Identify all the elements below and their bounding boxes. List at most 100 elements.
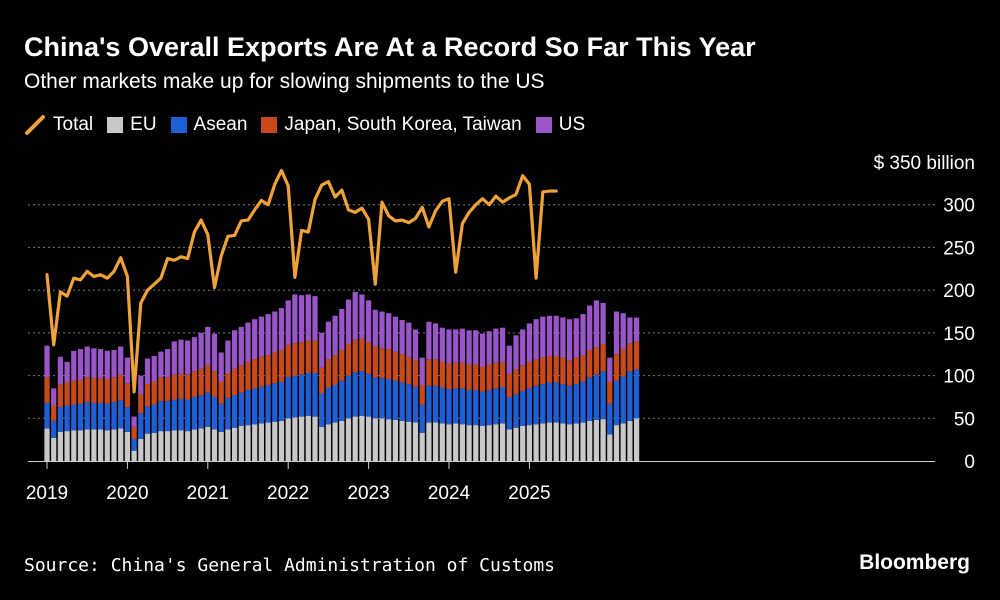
- bar-eu: [138, 438, 144, 461]
- bar-eu: [546, 422, 553, 461]
- bar-eu: [64, 431, 70, 461]
- bar-japan-south-korea-taiwan: [506, 373, 512, 397]
- bar-asean: [272, 383, 278, 422]
- legend-swatch-eu: [107, 117, 124, 133]
- y-tick-label: 300: [943, 196, 975, 217]
- bar-eu: [620, 423, 626, 461]
- bar-asean: [171, 399, 177, 431]
- bar-eu: [151, 432, 157, 461]
- bar-asean: [198, 395, 204, 429]
- bar-eu: [252, 424, 258, 461]
- bar-asean: [64, 405, 70, 432]
- bar-japan-south-korea-taiwan: [231, 368, 238, 396]
- bar-eu: [446, 424, 452, 461]
- bar-us: [97, 349, 104, 379]
- bar-japan-south-korea-taiwan: [399, 354, 405, 383]
- bar-asean: [218, 403, 224, 432]
- bar-japan-south-korea-taiwan: [144, 384, 151, 407]
- bar-japan-south-korea-taiwan: [466, 364, 472, 391]
- bar-japan-south-korea-taiwan: [138, 394, 144, 414]
- bar-japan-south-korea-taiwan: [218, 381, 224, 404]
- y-tick-label: 200: [943, 281, 975, 302]
- bar-eu: [218, 431, 224, 461]
- bar-japan-south-korea-taiwan: [459, 362, 466, 389]
- bar-eu: [44, 428, 50, 461]
- bar-japan-south-korea-taiwan: [305, 340, 311, 374]
- bar-eu: [432, 422, 439, 461]
- bar-asean: [506, 396, 512, 430]
- bar-eu: [144, 433, 151, 461]
- bar-us: [533, 319, 539, 360]
- bar-asean: [600, 371, 606, 420]
- bar-eu: [513, 427, 519, 461]
- bar-japan-south-korea-taiwan: [171, 374, 177, 400]
- bar-eu: [131, 450, 137, 461]
- bar-eu: [372, 418, 378, 461]
- bar-japan-south-korea-taiwan: [620, 349, 626, 377]
- bar-japan-south-korea-taiwan: [312, 340, 318, 374]
- bar-asean: [372, 377, 378, 419]
- bar-japan-south-korea-taiwan: [372, 346, 378, 378]
- bar-japan-south-korea-taiwan: [44, 377, 50, 403]
- bar-us: [365, 300, 372, 343]
- bar-eu: [332, 422, 338, 461]
- bar-us: [486, 331, 492, 365]
- bar-japan-south-korea-taiwan: [365, 342, 372, 374]
- bar-japan-south-korea-taiwan: [453, 362, 459, 389]
- bar-japan-south-korea-taiwan: [499, 361, 506, 388]
- bar-asean: [124, 407, 131, 432]
- y-tick-label: 100: [943, 367, 975, 388]
- bar-eu: [365, 416, 372, 461]
- bar-us: [265, 314, 271, 356]
- bar-eu: [453, 423, 459, 461]
- bar-eu: [178, 430, 184, 461]
- bar-japan-south-korea-taiwan: [64, 382, 70, 406]
- bar-us: [613, 311, 620, 355]
- bar-eu: [118, 428, 124, 461]
- bar-japan-south-korea-taiwan: [84, 377, 90, 403]
- bar-asean: [185, 399, 191, 432]
- bar-eu: [258, 423, 265, 461]
- bar-us: [198, 332, 204, 369]
- bar-us: [325, 321, 332, 360]
- bar-asean: [91, 402, 97, 430]
- bar-asean: [339, 380, 345, 421]
- bar-eu: [84, 429, 90, 461]
- bar-japan-south-korea-taiwan: [526, 361, 533, 389]
- bar-asean: [513, 394, 519, 428]
- bar-japan-south-korea-taiwan: [252, 359, 258, 389]
- bar-eu: [352, 416, 358, 461]
- bar-asean: [593, 374, 600, 420]
- bar-japan-south-korea-taiwan: [486, 364, 492, 391]
- y-tick-label: $ 350 billion: [874, 153, 975, 174]
- bar-japan-south-korea-taiwan: [77, 379, 84, 404]
- bar-asean: [546, 382, 553, 423]
- bar-eu: [439, 423, 445, 461]
- bar-japan-south-korea-taiwan: [386, 349, 392, 379]
- bar-us: [607, 357, 613, 382]
- bar-eu: [359, 415, 365, 461]
- bar-japan-south-korea-taiwan: [339, 349, 345, 381]
- bar-asean: [432, 385, 439, 423]
- bar-asean: [620, 376, 626, 424]
- bar-asean: [633, 369, 640, 419]
- bar-asean: [379, 378, 385, 419]
- bar-eu: [580, 422, 586, 461]
- bar-japan-south-korea-taiwan: [211, 371, 218, 397]
- bar-japan-south-korea-taiwan: [151, 381, 157, 405]
- bar-asean: [245, 390, 251, 426]
- bar-us: [285, 300, 291, 345]
- bar-japan-south-korea-taiwan: [566, 360, 573, 386]
- bar-eu: [319, 426, 325, 461]
- bar-us: [191, 337, 198, 372]
- bar-japan-south-korea-taiwan: [131, 426, 137, 439]
- bar-us: [77, 349, 84, 380]
- bar-asean: [479, 391, 486, 426]
- bar-asean: [520, 390, 526, 426]
- bar-us: [225, 340, 231, 374]
- bar-us: [211, 333, 218, 372]
- bar-asean: [466, 390, 472, 426]
- bar-asean: [111, 402, 117, 430]
- bar-us: [513, 335, 519, 370]
- bar-us: [406, 322, 412, 357]
